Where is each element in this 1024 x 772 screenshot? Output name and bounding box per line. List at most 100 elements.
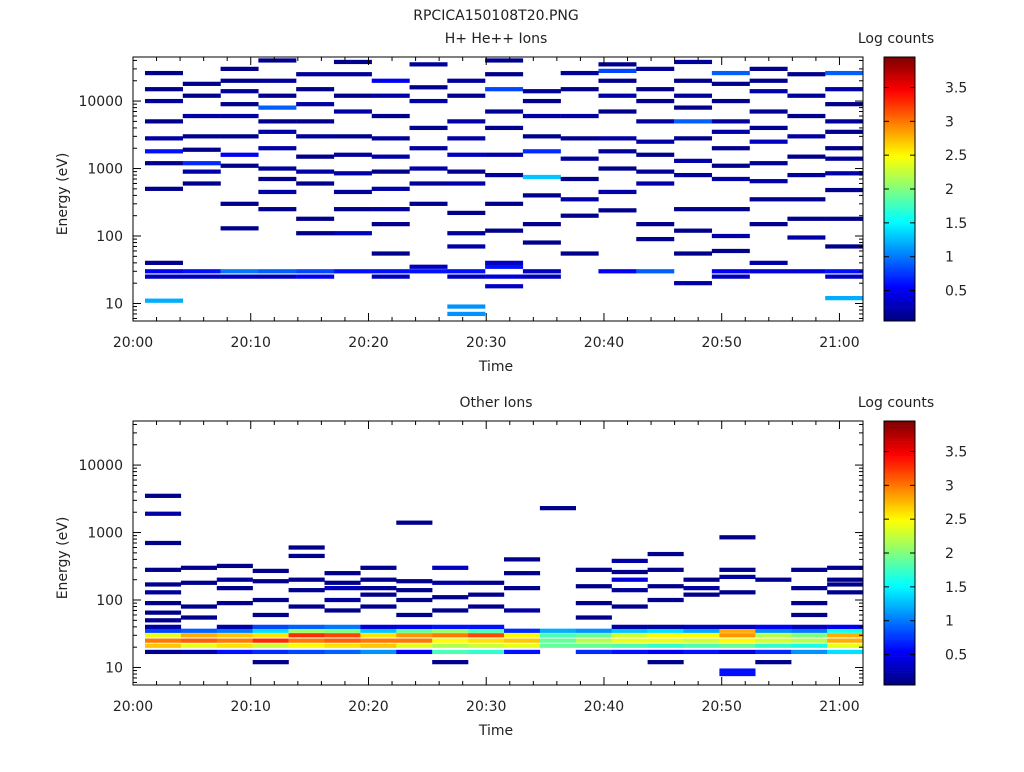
heatmap-cell: [787, 269, 826, 274]
x-tick-label: 20:40: [584, 699, 624, 715]
heatmap-cell: [180, 565, 217, 570]
colorbar-tick-label: 1: [945, 250, 954, 266]
heatmap-cell: [145, 618, 182, 623]
colorbar-step: [884, 608, 915, 612]
colorbar-step: [884, 318, 915, 322]
heatmap-cell: [522, 222, 561, 227]
heatmap-cell: [560, 87, 599, 92]
heatmap-cell: [749, 109, 788, 114]
colorbar-step: [884, 112, 915, 116]
colorbar-step: [884, 672, 915, 675]
colorbar-step: [884, 308, 915, 311]
colorbar-step: [884, 491, 915, 494]
colorbar-step: [884, 470, 915, 473]
heatmap-cell: [787, 216, 826, 221]
colorbar-step: [884, 520, 915, 523]
colorbar-step: [884, 269, 915, 272]
colorbar-step: [884, 139, 915, 142]
heatmap-cell: [360, 628, 397, 633]
heatmap-cell: [447, 93, 486, 98]
heatmap-cell: [447, 119, 486, 124]
heatmap-cell: [145, 149, 183, 154]
heatmap-cell: [719, 633, 756, 638]
heatmap-cell: [827, 633, 864, 638]
colorbar-step: [884, 250, 915, 254]
heatmap-cell: [432, 608, 469, 613]
colorbar-step: [884, 429, 915, 432]
colorbar-step: [884, 207, 915, 210]
colorbar-step: [884, 569, 915, 572]
heatmap-cell: [711, 233, 750, 239]
colorbar-step: [884, 65, 915, 68]
heatmap-cell: [683, 638, 720, 643]
heatmap-cell: [749, 260, 788, 265]
heatmap-cell: [409, 166, 448, 171]
heatmap-cell: [598, 93, 637, 98]
heatmap-cell: [787, 72, 826, 77]
heatmap-cell: [787, 154, 826, 159]
colorbar-step: [884, 302, 915, 305]
heatmap-cell: [288, 633, 325, 638]
heatmap-cell: [787, 93, 826, 98]
colorbar-step: [884, 158, 915, 161]
heatmap-cell: [145, 624, 182, 629]
colorbar-step: [884, 226, 915, 229]
colorbar-step: [884, 125, 915, 128]
heatmap-cell: [674, 136, 713, 141]
heatmap-cell: [711, 146, 750, 151]
colorbar-step: [884, 489, 915, 492]
heatmap-cell: [145, 70, 183, 76]
heatmap-cell: [575, 633, 612, 638]
heatmap-cell: [825, 87, 864, 92]
heatmap-cell: [539, 628, 576, 633]
colorbar-step: [884, 487, 915, 490]
heatmap-cell: [598, 269, 637, 274]
heatmap-cell: [432, 595, 469, 600]
colorbar-step: [884, 536, 915, 539]
colorbar-step: [884, 662, 915, 665]
x-tick-label: 20:10: [231, 699, 271, 715]
heatmap-cell: [258, 274, 297, 279]
heatmap-cell: [827, 643, 864, 648]
colorbar-step: [884, 559, 915, 562]
heatmap-cell: [827, 590, 864, 595]
heatmap-cell: [396, 597, 433, 603]
heatmap-cell: [825, 156, 864, 161]
panel-2: 10 100 1000 10000 20:00 20:10 20:20 20:30 20:40 2…: [55, 395, 967, 739]
heatmap-cell: [396, 643, 433, 648]
heatmap-cell: [825, 70, 864, 76]
heatmap-cell: [749, 125, 788, 131]
colorbar-step: [884, 257, 915, 260]
heatmap-cell: [636, 181, 675, 186]
colorbar-step: [884, 147, 915, 151]
heatmap-cell: [296, 154, 335, 159]
heatmap-cell: [252, 568, 289, 574]
heatmap-cell: [674, 207, 713, 212]
heatmap-cell: [145, 649, 182, 655]
heatmap-cell: [647, 638, 684, 643]
heatmap-cell: [719, 590, 756, 595]
heatmap-cell: [216, 586, 253, 591]
x-tick-label: 20:20: [348, 335, 388, 351]
colorbar-step: [884, 666, 915, 669]
colorbar-step: [884, 61, 915, 64]
colorbar-step: [884, 232, 915, 235]
colorbar-step: [884, 162, 915, 165]
x-tick-label: 21:00: [819, 335, 859, 351]
heatmap-cell: [252, 628, 289, 633]
heatmap-cell: [825, 146, 864, 151]
heatmap-cell: [182, 161, 221, 166]
colorbar-step: [884, 69, 915, 72]
heatmap-cell: [598, 208, 637, 213]
heatmap-cell: [288, 553, 325, 559]
heatmap-cell: [145, 600, 182, 606]
heatmap-cell: [827, 649, 864, 655]
colorbar-tick-label: 2.5: [945, 512, 967, 528]
colorbar-step: [884, 431, 915, 434]
heatmap-cell: [791, 612, 828, 618]
heatmap-cell: [258, 93, 297, 98]
heatmap-cell: [396, 520, 433, 525]
heatmap-cell: [647, 597, 684, 603]
heatmap-cell: [683, 592, 720, 597]
